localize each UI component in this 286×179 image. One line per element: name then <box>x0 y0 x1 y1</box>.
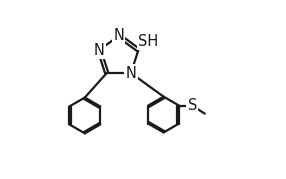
Text: SH: SH <box>138 35 158 49</box>
Text: S: S <box>188 98 197 113</box>
Text: N: N <box>113 28 124 43</box>
Text: N: N <box>126 66 136 81</box>
Text: N: N <box>94 43 105 57</box>
